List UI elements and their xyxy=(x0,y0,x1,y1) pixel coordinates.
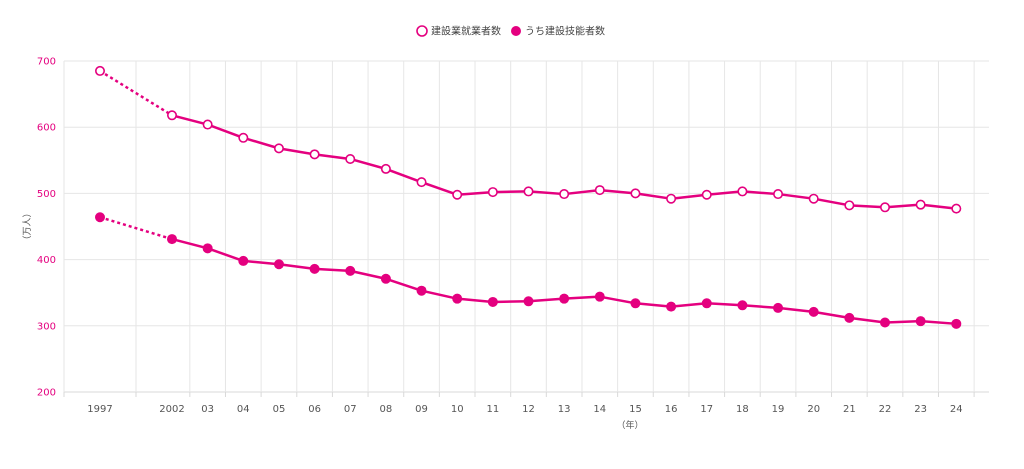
data-point[interactable] xyxy=(416,177,427,188)
data-point[interactable] xyxy=(844,200,855,211)
x-tick-label: 22 xyxy=(879,404,892,415)
series-lines xyxy=(95,65,962,329)
data-point[interactable] xyxy=(808,193,819,204)
data-point[interactable] xyxy=(202,243,213,254)
data-point[interactable] xyxy=(523,186,534,197)
data-point[interactable] xyxy=(309,263,320,274)
data-point[interactable] xyxy=(238,255,249,266)
x-tick-label: 11 xyxy=(486,404,499,415)
x-axis-title: （年） xyxy=(616,419,643,431)
data-point[interactable] xyxy=(487,187,498,198)
x-tick-label: 2002 xyxy=(159,404,184,415)
x-tick-label: 09 xyxy=(415,404,428,415)
data-point[interactable] xyxy=(380,273,391,284)
legend-label: うち建設技能者数 xyxy=(525,25,605,38)
x-tick-label: 21 xyxy=(843,404,856,415)
x-tick-label: 07 xyxy=(344,404,357,415)
data-point[interactable] xyxy=(737,300,748,311)
x-tick-label: 06 xyxy=(308,404,321,415)
data-point[interactable] xyxy=(666,301,677,312)
data-point[interactable] xyxy=(345,153,356,164)
x-tick-label: 17 xyxy=(700,404,713,415)
x-tick-label: 03 xyxy=(201,404,214,415)
data-point[interactable] xyxy=(808,306,819,317)
data-point[interactable] xyxy=(594,291,605,302)
series-2 xyxy=(95,212,962,329)
x-tick-label: 05 xyxy=(273,404,286,415)
data-point[interactable] xyxy=(880,317,890,328)
data-point[interactable] xyxy=(559,293,570,304)
data-point[interactable] xyxy=(380,163,391,174)
data-point[interactable] xyxy=(879,202,890,213)
y-tick-label: 700 xyxy=(37,57,56,68)
data-point[interactable] xyxy=(95,212,105,223)
data-point[interactable] xyxy=(915,199,926,210)
data-point[interactable] xyxy=(309,149,320,160)
data-point[interactable] xyxy=(701,189,712,200)
data-point[interactable] xyxy=(737,186,748,197)
data-point[interactable] xyxy=(773,302,784,313)
y-tick-label: 400 xyxy=(37,255,56,266)
series-dashed-segment xyxy=(99,216,173,241)
x-tick-label: 24 xyxy=(950,404,963,415)
legend-marker xyxy=(416,25,428,37)
x-tick-label: 04 xyxy=(237,404,250,415)
data-point[interactable] xyxy=(95,65,106,76)
data-point[interactable] xyxy=(416,285,427,296)
series-line xyxy=(171,237,957,326)
x-tick-label: 23 xyxy=(914,404,927,415)
x-tick-label: 12 xyxy=(522,404,535,415)
x-tick-label: 15 xyxy=(629,404,642,415)
data-point[interactable] xyxy=(273,259,284,270)
y-tick-label: 200 xyxy=(37,388,56,399)
data-point[interactable] xyxy=(630,298,641,309)
axes: 200 300 400 500 600 700 1997 2002 03 04 05 06 07 08 09… xyxy=(37,57,975,415)
x-tick-label: 18 xyxy=(736,404,749,415)
x-tick-label: 1997 xyxy=(87,404,112,415)
x-tick-label: 13 xyxy=(558,404,571,415)
series-dashed-segment xyxy=(99,69,173,117)
series-1 xyxy=(95,65,962,214)
y-tick-label: 300 xyxy=(37,321,56,332)
data-point[interactable] xyxy=(202,119,213,130)
data-point[interactable] xyxy=(951,203,962,214)
legend[interactable]: 建設業就業者数 うち建設技能者数 xyxy=(416,25,605,38)
data-point[interactable] xyxy=(773,189,784,200)
data-point[interactable] xyxy=(167,110,178,121)
data-point[interactable] xyxy=(559,189,570,200)
data-point[interactable] xyxy=(844,312,855,323)
y-axis-title: （万人） xyxy=(22,208,33,244)
legend-label: 建設業就業者数 xyxy=(431,25,501,38)
x-tick-label: 14 xyxy=(593,404,606,415)
data-point[interactable] xyxy=(273,143,284,154)
legend-item-2[interactable]: うち建設技能者数 xyxy=(511,25,605,38)
grid xyxy=(63,60,989,393)
x-tick-label: 19 xyxy=(772,404,785,415)
legend-item-1[interactable]: 建設業就業者数 xyxy=(416,25,501,38)
y-tick-label: 500 xyxy=(37,189,56,200)
data-point[interactable] xyxy=(345,265,356,276)
x-tick-label: 10 xyxy=(451,404,464,415)
data-point[interactable] xyxy=(701,298,712,309)
data-point[interactable] xyxy=(452,189,463,200)
data-point[interactable] xyxy=(594,185,605,196)
data-point[interactable] xyxy=(487,296,498,307)
data-point[interactable] xyxy=(915,316,926,327)
x-tick-label: 20 xyxy=(807,404,820,415)
x-tick-label: 16 xyxy=(665,404,678,415)
data-point[interactable] xyxy=(523,296,534,307)
data-point[interactable] xyxy=(951,318,962,329)
data-point[interactable] xyxy=(630,188,641,199)
data-point[interactable] xyxy=(666,193,677,204)
data-point[interactable] xyxy=(238,132,249,143)
data-point[interactable] xyxy=(167,234,177,245)
legend-marker xyxy=(511,26,521,36)
data-point[interactable] xyxy=(452,293,463,304)
x-tick-label: 08 xyxy=(380,404,393,415)
y-tick-label: 600 xyxy=(37,123,56,134)
